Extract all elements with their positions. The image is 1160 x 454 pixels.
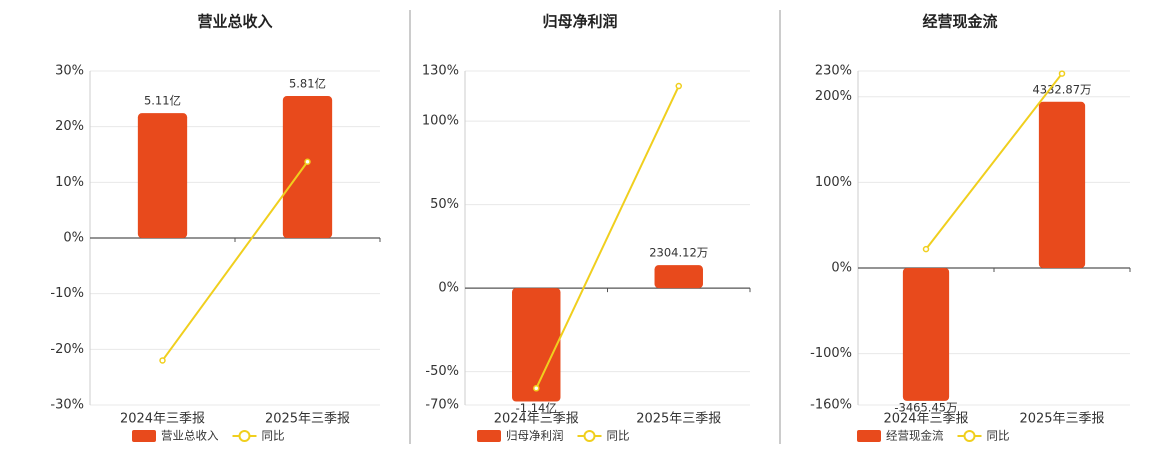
y-tick-label: 100%	[815, 175, 852, 190]
value-label: -1.14亿	[516, 401, 557, 415]
line-marker	[159, 357, 166, 364]
line-marker	[922, 245, 930, 253]
line	[161, 161, 309, 362]
value-label: -3465.45万	[894, 400, 957, 414]
y-tick-label: -100%	[810, 346, 852, 361]
legend-swatch	[857, 430, 881, 442]
line-marker	[675, 82, 682, 90]
value-label: 5.11亿	[144, 94, 181, 108]
chart-title: 经营现金流	[922, 13, 997, 31]
y-tick-label: 0%	[63, 231, 84, 246]
y-tick-label: 50%	[430, 197, 459, 212]
legend-label: 同比	[262, 429, 285, 443]
y-tick-label: 200%	[815, 89, 852, 104]
y-tick-label: -70%	[425, 398, 459, 413]
x-tick-label: 2025年三季报	[1019, 412, 1104, 427]
legend-swatch	[583, 430, 596, 442]
legend-swatch	[963, 430, 976, 442]
x-tick-label: 2024年三季报	[883, 412, 968, 427]
legend-swatch	[238, 430, 251, 442]
y-tick-label: 130%	[422, 64, 459, 79]
y-tick-label: -30%	[50, 398, 84, 413]
y-tick-label: 0%	[438, 281, 459, 296]
y-tick-label: 100%	[422, 114, 459, 129]
line	[535, 85, 680, 389]
legend-label: 归母净利润	[506, 429, 564, 443]
bar	[512, 288, 561, 402]
legend-label: 经营现金流	[886, 429, 944, 443]
legend-label: 同比	[987, 429, 1010, 443]
y-tick-label: 0%	[831, 260, 852, 275]
y-tick-label: 30%	[55, 64, 84, 79]
y-tick-label: -10%	[50, 286, 84, 301]
y-tick-label: 20%	[55, 119, 84, 134]
line-marker	[304, 158, 311, 165]
y-tick-label: 230%	[815, 64, 852, 79]
y-tick-label: 10%	[55, 175, 84, 190]
bar	[654, 265, 703, 289]
line-marker	[533, 385, 540, 392]
x-tick-label: 2025年三季报	[265, 412, 350, 427]
x-tick-label: 2024年三季报	[494, 412, 579, 427]
bar	[902, 267, 950, 401]
chart-title: 营业总收入	[197, 13, 272, 31]
chart-title: 归母净利润	[542, 13, 617, 31]
x-tick-label: 2025年三季报	[636, 412, 721, 427]
legend-swatch	[477, 430, 501, 442]
value-label: 2304.12万	[649, 246, 708, 260]
line	[925, 72, 1063, 250]
y-tick-label: -20%	[50, 342, 84, 357]
value-label: 4332.87万	[1032, 82, 1091, 96]
bar	[282, 96, 333, 238]
bar	[1038, 101, 1086, 268]
y-tick-label: -50%	[425, 364, 459, 379]
y-tick-label: -160%	[810, 398, 852, 413]
legend-swatch	[132, 430, 156, 442]
line-marker	[1058, 70, 1066, 77]
x-tick-label: 2024年三季报	[120, 412, 205, 427]
legend-label: 营业总收入	[161, 429, 219, 443]
value-label: 5.81亿	[289, 77, 326, 91]
legend-label: 同比	[607, 429, 630, 443]
bar	[137, 113, 188, 238]
